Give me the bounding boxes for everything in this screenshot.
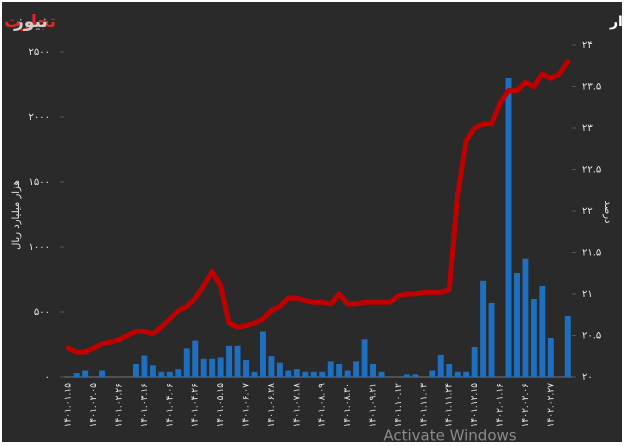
x-tick-label: ۱۴۰۱.۱۲.۱۵ xyxy=(470,383,480,428)
bar xyxy=(243,360,249,377)
y2-tick-label: ۲۴ xyxy=(582,40,593,51)
bar xyxy=(293,369,300,377)
x-tick-label: ۱۴۰۲.۰۱.۱۶ xyxy=(496,383,506,428)
bar xyxy=(133,364,139,377)
x-tick-label: ۱۴۰۱.۰۸.۳۰ xyxy=(343,383,353,427)
y-tick-label: ۱۰۰۰ xyxy=(29,242,50,253)
bar xyxy=(547,338,554,377)
bar xyxy=(370,364,376,377)
y-tick-label: ۵۰۰ xyxy=(34,307,50,318)
bar xyxy=(480,280,487,377)
bar xyxy=(319,371,326,377)
bar xyxy=(378,371,385,377)
bar xyxy=(99,370,106,377)
bar xyxy=(344,370,351,377)
y-tick-label: ۲۵۰۰ xyxy=(29,47,50,58)
y2-tick-label: ۲۲.۵ xyxy=(582,165,601,176)
x-tick-label: ۱۴۰۲.۰۲.۲۷ xyxy=(546,383,556,428)
bar xyxy=(446,364,453,377)
bar xyxy=(73,373,80,377)
bar xyxy=(522,258,529,377)
bar xyxy=(268,356,275,377)
y2-tick-label: ۲۳ xyxy=(582,123,593,134)
y-tick-label: ۰ xyxy=(45,372,50,383)
bar xyxy=(471,347,478,377)
bar xyxy=(200,358,207,377)
bar xyxy=(539,286,546,377)
x-tick-label: ۱۴۰۱.۰۹.۲۱ xyxy=(369,383,379,427)
bar xyxy=(183,348,190,377)
y2-tick-label: ۲۰.۵ xyxy=(582,331,601,342)
bar xyxy=(251,371,258,377)
y2-tick-label: ۲۲ xyxy=(582,206,593,217)
x-tick-label: ۱۴۰۱.۰۶.۰۷ xyxy=(242,383,252,428)
bar xyxy=(234,345,241,377)
y-axis-label: هزار میلیارد ریال xyxy=(11,180,22,250)
bar xyxy=(429,370,436,377)
x-tick-label: ۱۴۰۱.۰۳.۱۶ xyxy=(140,383,150,428)
x-tick-label: ۱۴۰۱.۰۸.۰۹ xyxy=(318,383,328,428)
bar xyxy=(192,340,199,377)
x-tick-label: ۱۴۰۱.۰۴.۰۶ xyxy=(165,383,175,428)
x-tick-label: ۱۴۰۱.۰۲.۲۶ xyxy=(115,383,125,428)
bar xyxy=(327,361,334,377)
bar xyxy=(454,371,461,377)
bar xyxy=(530,299,537,377)
logo: تجارت xyxy=(4,12,56,32)
x-tick-label: ۱۴۰۱.۰۵.۱۵ xyxy=(216,383,226,428)
x-tick-label: ۱۴۰۱.۱۱.۰۳ xyxy=(419,383,429,428)
bar xyxy=(361,339,368,377)
bar xyxy=(353,361,360,377)
bar xyxy=(276,362,283,377)
logo: نیوز xyxy=(13,12,48,32)
y2-tick-label: ۲۱ xyxy=(582,289,593,300)
x-tick-label: ۱۴۰۲.۰۲.۰۶ xyxy=(521,383,531,428)
x-tick-label: ۱۴۰۱.۰۷.۱۸ xyxy=(292,383,302,428)
bar xyxy=(149,365,156,377)
chart-title: روند تزریق پول بانک مرکزی در بازار بین ب… xyxy=(609,14,624,30)
x-tick-label: ۱۴۰۱.۱۱.۲۴ xyxy=(445,383,455,428)
y2-tick-label: ۲۱.۵ xyxy=(582,248,601,259)
bar xyxy=(463,371,470,377)
bar xyxy=(285,370,292,377)
x-tick-label: ۱۴۰۱.۱۰.۱۲ xyxy=(394,383,404,428)
y2-axis-label: درصد xyxy=(602,200,613,223)
line xyxy=(65,59,571,355)
bar xyxy=(226,345,233,377)
bar xyxy=(82,370,89,377)
bar xyxy=(488,302,495,377)
bar xyxy=(175,369,182,377)
bar xyxy=(403,374,410,377)
y2-tick-label: ۲۰ xyxy=(582,372,593,383)
bar xyxy=(217,357,224,377)
bar xyxy=(412,374,419,377)
bar xyxy=(166,371,173,377)
y-tick-label: ۲۰۰۰ xyxy=(29,112,50,123)
x-tick-label: ۱۴۰۱.۰۶.۲۸ xyxy=(267,383,277,428)
bar xyxy=(260,331,266,377)
bar xyxy=(505,78,512,377)
y-tick-label: ۱۵۰۰ xyxy=(29,177,50,188)
bar xyxy=(310,371,317,377)
watermark: Activate Windows xyxy=(383,427,516,445)
bar xyxy=(514,273,520,377)
bar xyxy=(158,371,165,377)
x-tick-label: ۱۴۰۱.۰۴.۲۶ xyxy=(191,383,201,428)
bar xyxy=(437,354,444,377)
y2-tick-label: ۲۳.۵ xyxy=(582,82,601,93)
x-tick-label: ۱۴۰۱.۰۱.۱۵ xyxy=(64,383,74,428)
bar xyxy=(209,358,216,377)
bar xyxy=(336,364,343,377)
bar xyxy=(564,315,571,377)
bar xyxy=(302,371,309,377)
x-tick-label: ۱۴۰۱.۰۲.۰۵ xyxy=(89,383,99,428)
bar xyxy=(141,355,148,377)
